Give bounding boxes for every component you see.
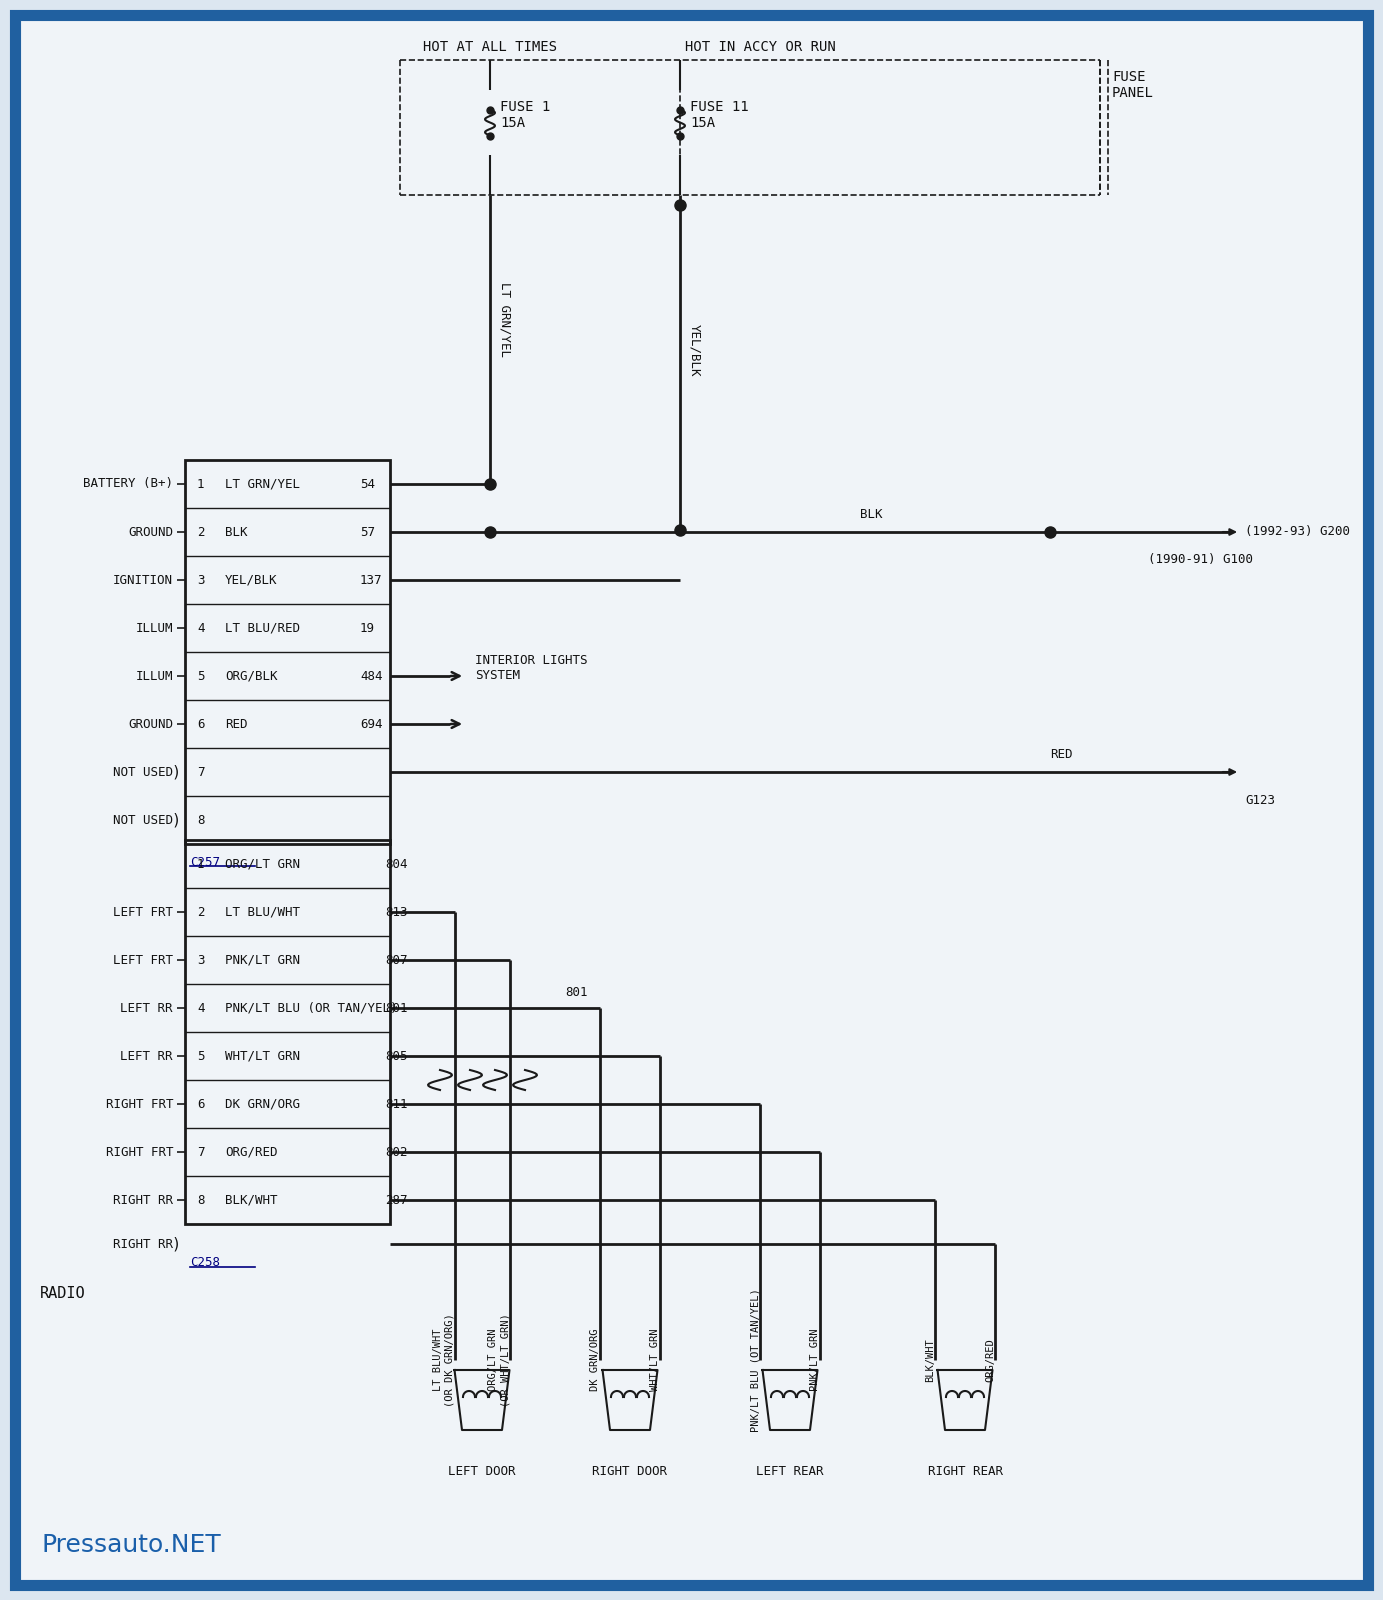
Text: ): )	[171, 813, 181, 827]
Text: 2: 2	[196, 525, 205, 539]
Bar	[185, 840, 390, 1224]
Text: RIGHT FRT: RIGHT FRT	[105, 1146, 173, 1158]
Text: BLK/WHT: BLK/WHT	[925, 1338, 935, 1382]
Text: ORG/RED: ORG/RED	[225, 1146, 278, 1158]
Text: (1990-91) G100: (1990-91) G100	[1148, 554, 1253, 566]
Text: ): )	[171, 1237, 181, 1251]
Text: 287: 287	[384, 1194, 408, 1206]
Text: INTERIOR LIGHTS
SYSTEM: INTERIOR LIGHTS SYSTEM	[474, 654, 588, 682]
Text: WHT/LT GRN: WHT/LT GRN	[225, 1050, 300, 1062]
Text: LT BLU/RED: LT BLU/RED	[225, 621, 300, 635]
Text: 54: 54	[360, 477, 375, 491]
Text: RED: RED	[1050, 747, 1072, 760]
Text: FUSE 11
15A: FUSE 11 15A	[690, 99, 748, 130]
Text: PNK/LT BLU (OR TAN/YEL): PNK/LT BLU (OR TAN/YEL)	[225, 1002, 397, 1014]
Text: (1992-93) G200: (1992-93) G200	[1245, 525, 1350, 539]
Text: LEFT RR: LEFT RR	[120, 1002, 173, 1014]
Text: 7: 7	[196, 765, 205, 779]
Text: BLK/WHT: BLK/WHT	[225, 1194, 278, 1206]
Text: C258: C258	[189, 1256, 220, 1269]
Text: 3: 3	[196, 573, 205, 587]
Text: 813: 813	[384, 906, 408, 918]
Text: PNK/LT GRN: PNK/LT GRN	[225, 954, 300, 966]
Text: RED: RED	[225, 717, 248, 731]
Text: 8: 8	[196, 813, 205, 827]
Text: LEFT DOOR: LEFT DOOR	[448, 1466, 516, 1478]
Text: LT BLU/WHT: LT BLU/WHT	[225, 906, 300, 918]
Text: 4: 4	[196, 621, 205, 635]
Text: 7: 7	[196, 1146, 205, 1158]
Text: 811: 811	[384, 1098, 408, 1110]
Text: LEFT RR: LEFT RR	[120, 1050, 173, 1062]
Text: DK GRN/ORG: DK GRN/ORG	[225, 1098, 300, 1110]
Text: 484: 484	[360, 669, 383, 683]
Text: 6: 6	[196, 1098, 205, 1110]
Text: GROUND: GROUND	[129, 717, 173, 731]
Text: LEFT FRT: LEFT FRT	[113, 954, 173, 966]
Text: FUSE
PANEL: FUSE PANEL	[1112, 70, 1153, 101]
Text: 8: 8	[196, 1194, 205, 1206]
Text: 57: 57	[360, 525, 375, 539]
Text: ORG/BLK: ORG/BLK	[225, 669, 278, 683]
Text: LEFT REAR: LEFT REAR	[757, 1466, 824, 1478]
Text: Pressauto.NET: Pressauto.NET	[41, 1533, 221, 1557]
Text: PNK/LT GRN: PNK/LT GRN	[810, 1328, 820, 1392]
Text: LT GRN/YEL: LT GRN/YEL	[498, 283, 510, 357]
Text: 694: 694	[360, 717, 383, 731]
Text: YEL/BLK: YEL/BLK	[687, 323, 701, 376]
Text: ORG/RED: ORG/RED	[985, 1338, 994, 1382]
Text: RIGHT RR: RIGHT RR	[113, 1237, 173, 1251]
Text: ILLUM: ILLUM	[136, 669, 173, 683]
Text: 1: 1	[196, 858, 205, 870]
Text: HOT AT ALL TIMES: HOT AT ALL TIMES	[423, 40, 557, 54]
Text: DK GRN/ORG: DK GRN/ORG	[591, 1328, 600, 1392]
Text: ORG/LT GRN: ORG/LT GRN	[225, 858, 300, 870]
Text: RIGHT REAR: RIGHT REAR	[928, 1466, 1003, 1478]
Text: 19: 19	[360, 621, 375, 635]
Text: LT GRN/YEL: LT GRN/YEL	[225, 477, 300, 491]
Text: GROUND: GROUND	[129, 525, 173, 539]
Text: 137: 137	[360, 573, 383, 587]
Text: BLK: BLK	[225, 525, 248, 539]
Text: RADIO: RADIO	[40, 1286, 86, 1301]
Text: 6: 6	[196, 717, 205, 731]
Text: 4: 4	[196, 1002, 205, 1014]
Text: PNK/LT BLU (OT TAN/YEL): PNK/LT BLU (OT TAN/YEL)	[750, 1288, 761, 1432]
Text: 2: 2	[196, 906, 205, 918]
Text: ILLUM: ILLUM	[136, 621, 173, 635]
Text: 802: 802	[384, 1146, 408, 1158]
Text: ORG/LT GRN
(OR WHT/LT GRN): ORG/LT GRN (OR WHT/LT GRN)	[488, 1314, 510, 1406]
Text: 1: 1	[196, 477, 205, 491]
Text: 805: 805	[384, 1050, 408, 1062]
Text: 807: 807	[384, 954, 408, 966]
Text: FUSE 1
15A: FUSE 1 15A	[501, 99, 550, 130]
Text: 801: 801	[384, 1002, 408, 1014]
Text: IGNITION: IGNITION	[113, 573, 173, 587]
Text: RIGHT FRT: RIGHT FRT	[105, 1098, 173, 1110]
Text: C257: C257	[189, 856, 220, 869]
Text: 801: 801	[566, 986, 588, 998]
Text: 5: 5	[196, 1050, 205, 1062]
Text: NOT USED: NOT USED	[113, 765, 173, 779]
Text: 3: 3	[196, 954, 205, 966]
Text: RIGHT RR: RIGHT RR	[113, 1194, 173, 1206]
Text: BATTERY (B+): BATTERY (B+)	[83, 477, 173, 491]
Text: RIGHT DOOR: RIGHT DOOR	[592, 1466, 668, 1478]
Text: 804: 804	[384, 858, 408, 870]
Bar	[185, 461, 390, 845]
Text: ): )	[171, 765, 181, 779]
Text: LEFT FRT: LEFT FRT	[113, 906, 173, 918]
Text: WHT/LT GRN: WHT/LT GRN	[650, 1328, 660, 1392]
Text: LT BLU/WHT
(OR DK GRN/ORG): LT BLU/WHT (OR DK GRN/ORG)	[433, 1314, 455, 1406]
Text: G123: G123	[1245, 794, 1275, 806]
Text: BLK: BLK	[860, 507, 882, 520]
Text: YEL/BLK: YEL/BLK	[225, 573, 278, 587]
Text: NOT USED: NOT USED	[113, 813, 173, 827]
Text: 5: 5	[196, 669, 205, 683]
Text: HOT IN ACCY OR RUN: HOT IN ACCY OR RUN	[685, 40, 835, 54]
